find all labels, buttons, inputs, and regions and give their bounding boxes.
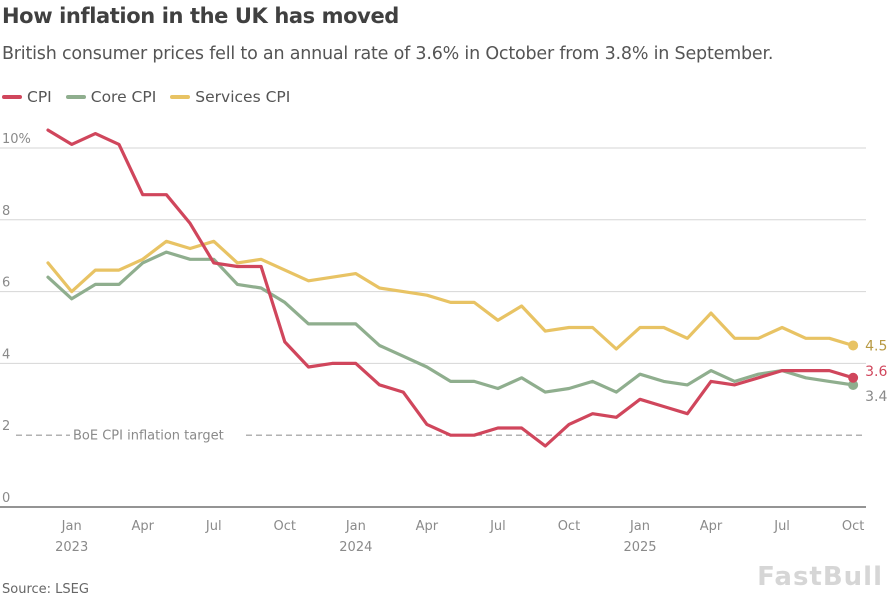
x-tick-label: Oct: [274, 519, 296, 534]
grid-lines: [0, 147, 866, 508]
end-label-services-cpi: 4.5: [865, 338, 887, 354]
x-axis-ticks: Jan 2023 Apr Jul Oct Jan 2024 Apr Jul Oct Jan 2025 A…: [55, 519, 864, 555]
x-tick-label: Apr: [416, 519, 439, 534]
chart-subtitle: British consumer prices fell to an annua…: [2, 44, 774, 64]
end-marker-core-cpi: [848, 379, 859, 390]
x-tick-label: Oct: [558, 519, 580, 534]
watermark: FastBull: [757, 562, 883, 592]
series-line-services-cpi: [46, 239, 855, 351]
y-tick-label: 0: [2, 491, 10, 506]
x-tick-label: Apr: [700, 519, 723, 534]
x-tick-label: Jul: [489, 519, 506, 534]
legend-swatch-cpi: [2, 95, 22, 99]
legend-label-core-cpi: Core CPI: [90, 88, 157, 106]
y-tick-label: 6: [2, 276, 10, 291]
x-tick-label: Jan: [345, 519, 366, 534]
end-label-cpi: 3.6: [865, 364, 887, 380]
y-tick-label: 4: [2, 347, 10, 362]
x-tick-label: Jul: [773, 519, 790, 534]
x-tick-label: Jul: [205, 519, 222, 534]
source-note: Source: LSEG: [2, 582, 89, 597]
legend-label-services-cpi: Services CPI: [195, 88, 291, 106]
chart-legend: CPI Core CPI Services CPI: [2, 88, 290, 106]
y-tick-label: 2: [2, 419, 10, 434]
legend-swatch-core-cpi: [65, 95, 86, 99]
end-label-core-cpi: 3.4: [865, 389, 887, 405]
chart-title: How inflation in the UK has moved: [2, 4, 399, 28]
end-marker-cpi: [848, 372, 859, 383]
x-tick-year: 2023: [55, 540, 88, 555]
legend-item-cpi: CPI: [2, 88, 52, 106]
series-lines: [46, 128, 855, 448]
x-tick-label: Jan: [61, 519, 82, 534]
legend-swatch-services-cpi: [170, 95, 191, 99]
x-tick-label: Oct: [842, 519, 864, 534]
series-line-cpi: [46, 128, 855, 448]
y-axis-ticks: 0 2 4 6 8 10%: [2, 132, 31, 506]
y-tick-label: 8: [2, 204, 10, 219]
legend-item-services-cpi: Services CPI: [170, 88, 290, 106]
legend-item-core-cpi: Core CPI: [65, 88, 157, 106]
x-tick-year: 2025: [623, 540, 656, 555]
x-tick-year: 2024: [339, 540, 372, 555]
x-tick-label: Apr: [131, 519, 154, 534]
end-marker-services-cpi: [848, 340, 859, 351]
series-line-core-cpi: [46, 250, 855, 394]
end-labels: 4.5 3.4 3.6: [848, 338, 887, 405]
target-label: BoE CPI inflation target: [73, 429, 224, 444]
y-tick-label: 10%: [2, 132, 31, 147]
legend-label-cpi: CPI: [27, 88, 52, 106]
x-tick-label: Jan: [629, 519, 650, 534]
